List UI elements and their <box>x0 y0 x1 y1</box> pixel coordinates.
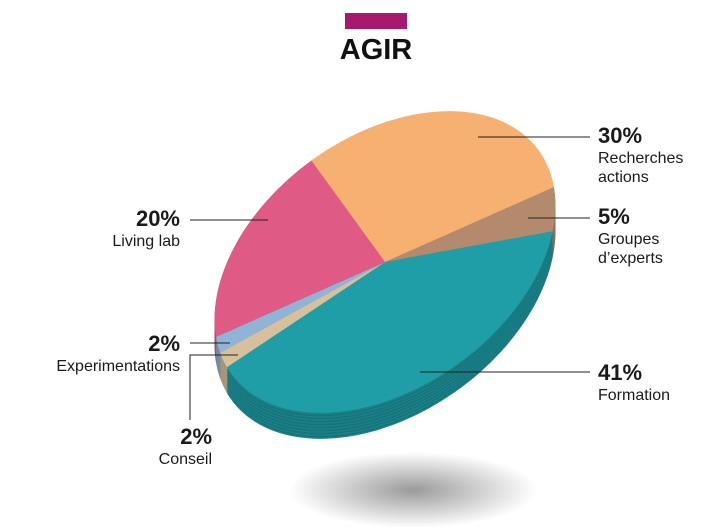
value-label: 30% <box>598 123 643 148</box>
pie <box>214 111 556 439</box>
slice <box>220 262 385 368</box>
slice <box>214 160 385 337</box>
value-label: 2% <box>148 331 180 356</box>
value-label: 2% <box>180 424 212 449</box>
value-label: 41% <box>598 360 643 385</box>
slice <box>311 111 554 262</box>
category-label: Groupes d’experts <box>598 231 663 267</box>
value-label: 5% <box>598 204 630 229</box>
category-label: Recherches actions <box>598 150 684 186</box>
slice <box>226 231 553 413</box>
category-label: Experimentations <box>56 358 180 375</box>
value-label: 20% <box>135 206 180 231</box>
title-bar <box>345 13 407 29</box>
slice <box>385 187 556 262</box>
chart-title: AGIR <box>339 34 413 66</box>
slice <box>216 262 385 353</box>
category-label: Conseil <box>158 451 212 468</box>
shadow <box>289 452 537 527</box>
pie-top <box>214 111 556 413</box>
category-label: Formation <box>598 387 671 404</box>
category-label: Living lab <box>112 233 180 250</box>
leaders <box>189 136 590 420</box>
